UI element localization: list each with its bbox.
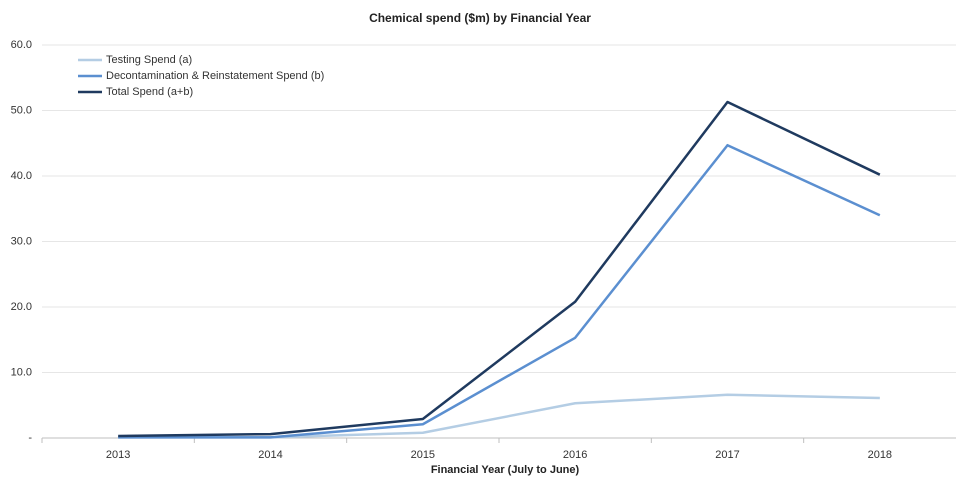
x-axis-title: Financial Year (July to June) xyxy=(431,464,580,476)
y-tick-label: 50.0 xyxy=(11,104,32,116)
x-tick-label: 2014 xyxy=(258,449,282,461)
y-tick-label: 60.0 xyxy=(11,39,32,51)
chart-title: Chemical spend ($m) by Financial Year xyxy=(369,11,591,25)
x-tick-label: 2016 xyxy=(563,449,587,461)
x-tick-label: 2015 xyxy=(411,449,435,461)
x-tick-label: 2013 xyxy=(106,449,130,461)
x-tick-label: 2018 xyxy=(868,449,892,461)
x-tick-label: 2017 xyxy=(715,449,739,461)
series-line xyxy=(118,143,881,439)
y-tick-label: 10.0 xyxy=(11,366,32,378)
legend-label: Decontamination & Reinstatement Spend (b… xyxy=(106,70,324,82)
legend-label: Total Spend (a+b) xyxy=(106,86,193,98)
legend-label: Testing Spend (a) xyxy=(106,54,192,66)
series-line xyxy=(118,100,881,438)
y-tick-label: - xyxy=(28,432,32,444)
y-tick-label: 20.0 xyxy=(11,301,32,313)
series-line xyxy=(118,393,880,439)
y-tick-label: 40.0 xyxy=(11,170,32,182)
y-tick-label: 30.0 xyxy=(11,235,32,247)
